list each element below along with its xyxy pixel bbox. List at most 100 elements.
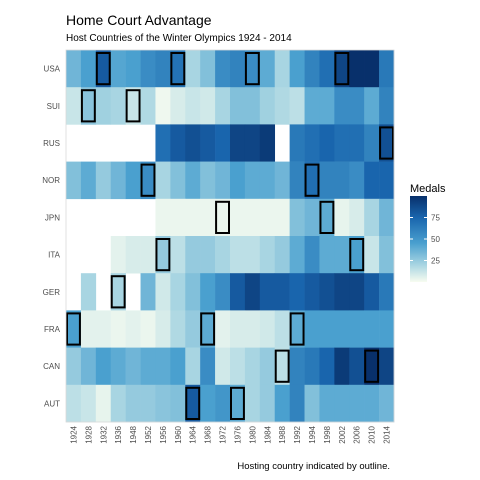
y-tick-label: SUI (47, 102, 60, 111)
host-outline-ger-1936 (110, 275, 126, 309)
heatmap-cell-nor-1980 (244, 161, 261, 200)
heatmap-cell-nor-2014 (379, 161, 395, 200)
heatmap-cell-sui-1984 (259, 87, 276, 125)
heatmap-cell-jpn-2006 (349, 198, 365, 237)
heatmap-cell-aut-1964 (185, 384, 201, 423)
x-tick-label: 1960 (174, 425, 183, 443)
heatmap-cell-fra-1992 (289, 310, 305, 348)
heatmap-cell-usa-1948 (125, 50, 141, 88)
heatmap-cell-ger-2014 (379, 273, 395, 311)
heatmap-cell-ita-1936 (110, 236, 126, 274)
host-outline-usa-2002 (334, 52, 350, 86)
heatmap-cell-sui-1928 (80, 87, 97, 125)
x-tick-label: 1936 (114, 425, 123, 443)
heatmap-cell-jpn-1994 (304, 198, 320, 237)
heatmap-cell-can-1936 (110, 347, 126, 386)
heatmap-cell-fra-1936 (110, 310, 126, 348)
host-outline-fra-1924 (66, 312, 81, 346)
heatmap-cell-fra-1932 (95, 310, 112, 348)
heatmap-cell-rus-1972 (215, 124, 231, 162)
x-tick-label: 1984 (263, 425, 272, 443)
heatmap-cell-ita-1952 (140, 236, 156, 274)
heatmap-cell-usa-1972 (215, 50, 231, 88)
heatmap-cell-can-1980 (244, 347, 261, 386)
heatmap-cell-fra-1988 (274, 310, 290, 348)
heatmap-cell-ita-1994 (304, 236, 320, 274)
heatmap-cell-sui-1956 (155, 87, 171, 125)
host-outline-fra-1968 (200, 312, 216, 346)
heatmap-cell-usa-2006 (349, 50, 365, 88)
heatmap-cell-aut-1992 (289, 384, 305, 423)
heatmap-cell-fra-1948 (125, 310, 141, 348)
heatmap-cell-usa-1994 (304, 50, 320, 88)
heatmap-cell-ger-1998 (319, 273, 335, 311)
x-tick-label: 1988 (278, 425, 287, 443)
heatmap-cell-ger-1972 (215, 273, 231, 311)
heatmap-cell-ita-2010 (364, 236, 380, 274)
heatmap-cell-sui-1992 (289, 87, 305, 125)
x-tick-label: 1994 (308, 425, 317, 443)
heatmap-cell-fra-1994 (304, 310, 320, 348)
heatmap-cell-aut-2002 (334, 384, 350, 423)
heatmap-cell-rus-2014 (379, 124, 395, 162)
x-tick-label: 1980 (248, 425, 257, 443)
heatmap-cell-ita-2002 (334, 236, 350, 274)
heatmap-cell-nor-1968 (200, 161, 216, 200)
x-tick-label: 1956 (159, 425, 168, 443)
heatmap-cell-can-2002 (334, 347, 350, 386)
heatmap-cell-jpn-1960 (170, 198, 186, 237)
heatmap-cell-fra-2010 (364, 310, 380, 348)
x-tick-label: 1972 (219, 425, 228, 443)
heatmap-cell-rus-1994 (304, 124, 320, 162)
heatmap-cell-can-1956 (155, 347, 171, 386)
heatmap-cell-jpn-1956 (155, 198, 171, 237)
heatmap-cell-rus-1980 (244, 124, 261, 162)
heatmap-cell-aut-1976 (230, 384, 246, 423)
heatmap-cell-can-1932 (95, 347, 112, 386)
heatmap-cell-ita-1992 (289, 236, 305, 274)
host-outline-jpn-1972 (215, 200, 231, 235)
heatmap-cell-fra-1928 (80, 310, 97, 348)
heatmap-cell-ita-1976 (230, 236, 246, 274)
heatmap-cell-can-1972 (215, 347, 231, 386)
heatmap-cell-sui-2014 (379, 87, 395, 125)
host-outline-can-2010 (364, 349, 380, 383)
heatmap-cell-rus-1992 (289, 124, 305, 162)
heatmap-cell-sui-1952 (140, 87, 156, 125)
heatmap-cell-sui-1924 (66, 87, 82, 125)
heatmap-cell-ger-1980 (244, 273, 261, 311)
heatmap-cell-ger-2002 (334, 273, 350, 311)
heatmap-cell-can-1952 (140, 347, 156, 386)
heatmap-cell-can-1964 (185, 347, 201, 386)
x-tick-label: 2002 (338, 425, 347, 443)
x-tick-label: 1932 (99, 425, 108, 443)
heatmap-cell-rus-1976 (230, 124, 246, 162)
heatmap-cell-aut-1980 (244, 384, 261, 423)
plot-panel (65, 49, 395, 423)
host-outline-aut-1976 (230, 386, 245, 420)
x-tick-label: 1992 (293, 425, 302, 443)
x-tick-label: 1998 (323, 425, 332, 443)
heatmap-cell-jpn-2002 (334, 198, 350, 237)
heatmap-cell-aut-1960 (170, 384, 186, 423)
heatmap-cell-usa-1936 (110, 50, 126, 88)
heatmap-cell-nor-1948 (125, 161, 141, 200)
y-axis-labels: USA SUI RUS NOR JPN ITA GER FRA CAN AUT (42, 65, 60, 409)
heatmap-cell-usa-1932 (95, 50, 112, 88)
heatmap-cell-can-1992 (289, 347, 305, 386)
x-tick-label: 1952 (144, 425, 153, 443)
legend-title: Medals (410, 183, 446, 195)
heatmap-cell-ita-1948 (125, 236, 141, 274)
legend-colorbar (410, 196, 427, 282)
host-outline-usa-1960 (170, 52, 186, 86)
heatmap-cell-ger-2010 (364, 273, 380, 311)
heatmap-cell-can-2006 (349, 347, 365, 386)
heatmap-cell-sui-1948 (125, 87, 141, 125)
heatmap-cell-nor-1924 (66, 161, 82, 200)
heatmap-cell-sui-1980 (244, 87, 261, 125)
heatmap-cell-sui-1936 (110, 87, 126, 125)
heatmap-cell-rus-1964 (185, 124, 201, 162)
heatmap-cell-aut-1956 (155, 384, 171, 423)
heatmap-cell-nor-1956 (155, 161, 171, 200)
heatmap-cell-can-1928 (80, 347, 97, 386)
